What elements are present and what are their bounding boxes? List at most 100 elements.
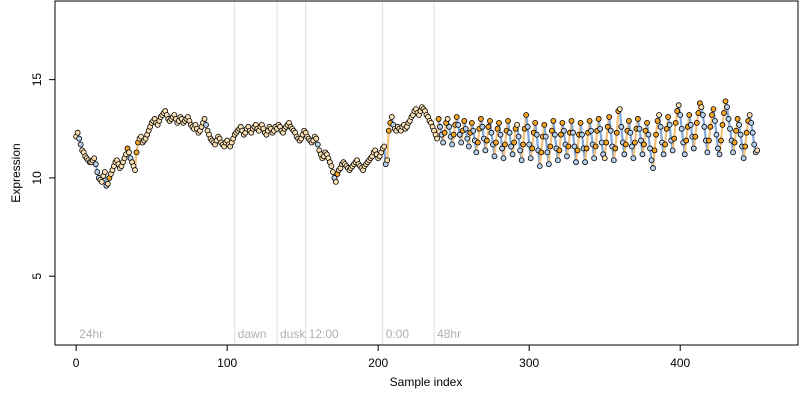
data-point xyxy=(133,149,140,156)
data-point xyxy=(104,180,111,187)
data-point xyxy=(464,135,471,142)
vertical-marker-lines xyxy=(234,1,435,345)
series-segment xyxy=(386,129,390,162)
data-point xyxy=(583,145,590,152)
data-point xyxy=(517,147,524,154)
data-point xyxy=(494,125,501,132)
data-point xyxy=(499,145,505,152)
data-point xyxy=(627,129,634,136)
data-point xyxy=(529,145,536,152)
y-tick-label: 15 xyxy=(30,73,44,87)
data-point xyxy=(462,125,469,132)
data-point xyxy=(613,129,620,136)
data-point xyxy=(328,163,335,170)
data-point xyxy=(740,155,747,162)
data-point xyxy=(556,147,563,154)
phase-label: 0:00 xyxy=(386,327,410,341)
data-point xyxy=(548,127,555,134)
data-point xyxy=(754,147,761,154)
data-point xyxy=(749,129,756,136)
data-point xyxy=(203,121,209,128)
data-point xyxy=(721,110,727,116)
data-point xyxy=(588,127,595,134)
phase-label: 48hr xyxy=(437,327,461,341)
data-point xyxy=(527,155,534,162)
x-tick-label: 100 xyxy=(217,356,237,370)
data-point xyxy=(488,129,495,136)
data-point xyxy=(724,104,730,111)
data-point xyxy=(663,125,670,132)
phase-label: 24hr xyxy=(79,327,103,341)
data-point xyxy=(625,118,632,124)
phase-label: dawn xyxy=(238,327,267,341)
data-point xyxy=(474,139,481,146)
data-point xyxy=(678,125,685,132)
data-point xyxy=(485,123,492,130)
data-point xyxy=(568,118,575,124)
data-point xyxy=(440,139,447,146)
data-point xyxy=(746,112,753,118)
data-point xyxy=(642,127,649,134)
data-point xyxy=(461,118,468,124)
data-point xyxy=(547,143,554,150)
data-point xyxy=(313,135,320,142)
data-point xyxy=(656,112,662,118)
data-point xyxy=(94,169,101,175)
data-point xyxy=(533,131,540,138)
data-point xyxy=(532,119,539,126)
data-point xyxy=(511,139,517,146)
data-point xyxy=(388,114,395,120)
data-point xyxy=(509,151,516,158)
data-point xyxy=(582,159,588,166)
phase-annotations: 24hr dawn dusk 12:00 0:00 48hr xyxy=(79,327,461,341)
data-point xyxy=(638,137,644,144)
data-point xyxy=(716,151,723,158)
data-point xyxy=(601,155,608,162)
data-point xyxy=(650,165,656,171)
data-point xyxy=(455,121,462,128)
data-point xyxy=(496,119,502,126)
data-point xyxy=(332,178,339,185)
data-point xyxy=(487,118,493,124)
data-point xyxy=(435,116,442,122)
data-point xyxy=(515,133,522,140)
data-point xyxy=(737,131,744,138)
data-point xyxy=(618,123,625,130)
data-point xyxy=(621,151,628,158)
data-point xyxy=(453,114,460,120)
data-point xyxy=(473,149,480,156)
data-point xyxy=(381,143,388,150)
data-point xyxy=(491,153,498,160)
data-point xyxy=(437,123,443,130)
data-point xyxy=(542,133,549,140)
series-segment xyxy=(547,145,552,166)
data-point xyxy=(573,159,579,166)
data-point xyxy=(74,129,81,136)
series-points xyxy=(73,98,761,189)
data-point xyxy=(477,116,484,122)
series-segment xyxy=(615,109,620,134)
data-point xyxy=(730,149,736,156)
data-point xyxy=(446,123,453,130)
data-point xyxy=(687,121,694,128)
data-point xyxy=(641,141,647,148)
data-point xyxy=(591,155,598,162)
data-point xyxy=(506,129,513,136)
y-tick-label: 5 xyxy=(30,273,44,280)
data-point xyxy=(645,131,652,138)
data-point xyxy=(493,139,499,146)
data-point xyxy=(710,106,717,113)
data-point xyxy=(632,139,638,146)
data-point xyxy=(692,133,699,140)
data-point xyxy=(441,129,448,136)
data-point xyxy=(545,161,552,168)
data-point xyxy=(635,116,641,122)
data-point xyxy=(736,121,743,128)
data-point xyxy=(712,118,718,124)
data-point xyxy=(707,123,714,130)
data-point xyxy=(536,163,543,170)
data-point xyxy=(681,151,688,158)
data-point xyxy=(91,155,98,162)
data-point xyxy=(669,147,676,154)
data-point xyxy=(444,116,451,122)
